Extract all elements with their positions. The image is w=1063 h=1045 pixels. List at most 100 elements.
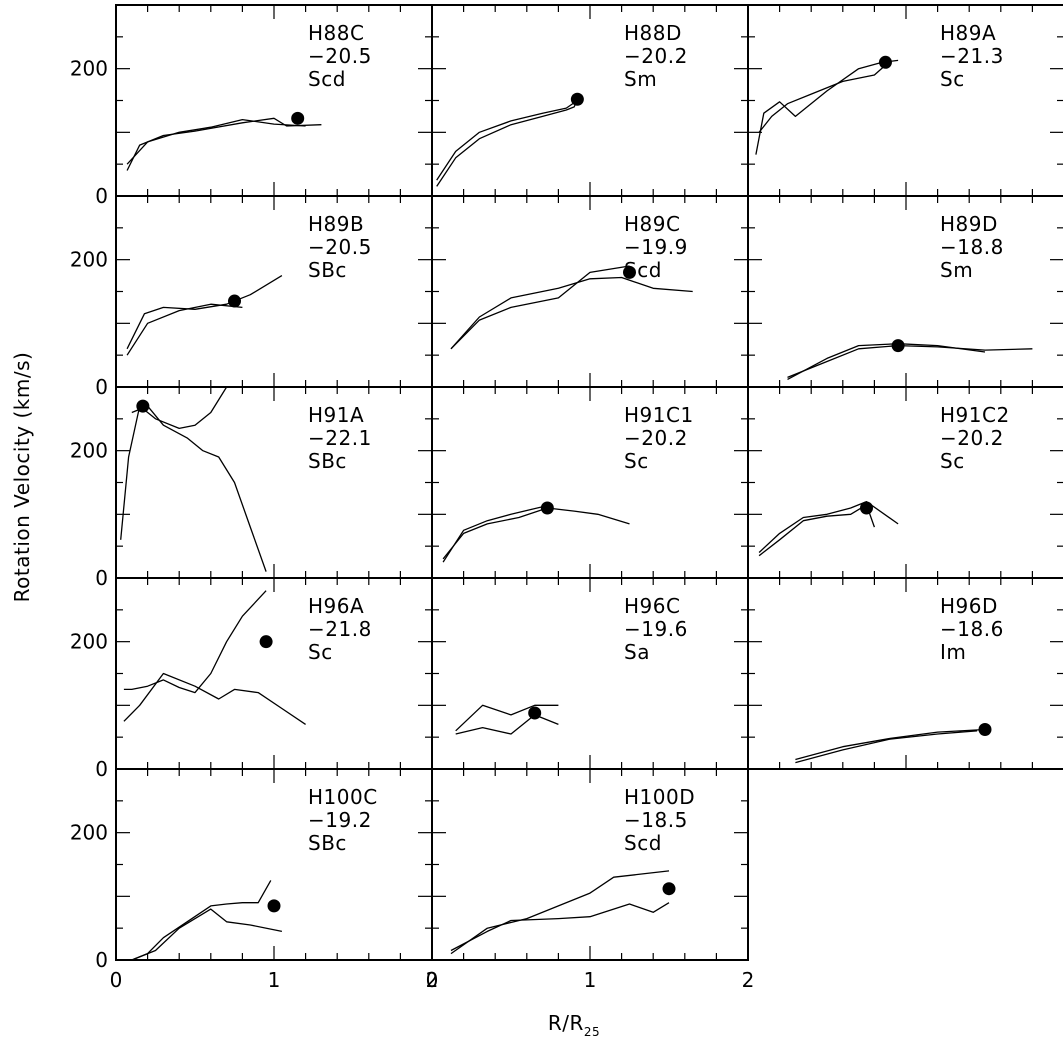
x-axis-label: R/R25 (548, 1011, 600, 1039)
y-tick-label: 0 (95, 566, 108, 590)
rotation-curve-1 (120, 387, 228, 540)
panel-galaxy-name: H88C (308, 21, 364, 45)
panel-magnitude: −22.1 (308, 426, 372, 450)
panel-morph-type: Sc (940, 67, 965, 91)
panel-h89a: H89A−21.3Sc (747, 4, 1063, 197)
x-tick-label: 2 (426, 968, 439, 992)
panel-curves (436, 92, 584, 187)
panel-frame (747, 195, 1063, 388)
panel-morph-type: SBc (308, 258, 347, 282)
x-tick-label: 0 (110, 968, 123, 992)
panel-frame (431, 195, 749, 388)
panel-galaxy-name: H89A (940, 21, 996, 45)
rotation-curve-2 (450, 902, 670, 952)
panel-curves (131, 880, 283, 960)
panel-curves (123, 590, 306, 725)
rotation-curve-2 (450, 265, 630, 350)
panel-magnitude: −20.2 (624, 44, 688, 68)
marker-point (291, 111, 305, 125)
rotation-curve-1 (758, 500, 899, 553)
panel-morph-type: Sc (308, 640, 333, 664)
marker-point (228, 294, 241, 308)
panel-frame (115, 4, 433, 197)
panel-frame (747, 577, 1063, 770)
panel-galaxy-name: H96D (940, 594, 998, 618)
marker-point (528, 706, 542, 720)
rotation-curve-1 (126, 275, 283, 350)
panel-h96a: H96A−21.8Sc 0 200 (70, 577, 433, 781)
panel-h91c1: H91C1−20.2Sc (431, 386, 749, 579)
panel-galaxy-name: H91A (308, 403, 364, 427)
panel-frame (747, 386, 1063, 579)
panel-frame (431, 386, 749, 579)
rotation-curve-1 (131, 880, 272, 960)
marker-point (978, 723, 992, 737)
axis-layer: Rotation Velocity (km/s) R/R25 (10, 352, 600, 1039)
rotation-curve-2 (455, 714, 559, 735)
panel-magnitude: −19.9 (624, 235, 688, 259)
panel-morph-type: Sc (624, 449, 649, 473)
panel-curves (455, 704, 559, 735)
panel-magnitude: −21.8 (308, 617, 372, 641)
panel-galaxy-name: H100D (624, 785, 695, 809)
y-axis-label: Rotation Velocity (km/s) (10, 352, 34, 603)
rotation-curve-1 (755, 59, 899, 155)
panel-morph-type: SBc (308, 449, 347, 473)
panel-h91c2: H91C2−20.2Sc (747, 386, 1063, 579)
x-tick-label: 1 (268, 968, 281, 992)
panel-galaxy-name: H88D (624, 21, 682, 45)
panel-magnitude: −20.5 (308, 44, 372, 68)
x-tick-label: 1 (584, 968, 597, 992)
panel-curves (450, 870, 676, 955)
panel-morph-type: Scd (624, 258, 662, 282)
panel-h88d: H88D−20.2Sm (431, 4, 749, 197)
panel-h96c: H96C−19.6Sa (431, 577, 749, 770)
y-tick-label: 0 (95, 757, 108, 781)
x-tick-label: 2 (742, 968, 755, 992)
rotation-curve-2 (758, 60, 891, 133)
marker-point (136, 399, 150, 413)
y-tick-label: 200 (70, 630, 108, 654)
panel-magnitude: −20.5 (308, 235, 372, 259)
rotation-curve-2 (758, 504, 876, 557)
y-tick-label: 200 (70, 821, 108, 845)
panel-frame (115, 768, 433, 961)
panel-galaxy-name: H96C (624, 594, 680, 618)
rotation-curve-1 (455, 704, 559, 732)
marker-point (860, 501, 873, 515)
y-tick-label: 200 (70, 57, 108, 81)
rotation-curve-2 (123, 672, 306, 725)
panel-magnitude: −21.3 (940, 44, 1004, 68)
panel-morph-type: Sa (624, 640, 650, 664)
rotation-curve-2 (442, 506, 543, 563)
rotation-curve-1 (787, 344, 1033, 379)
panel-curves (126, 275, 283, 356)
rotation-curve-1 (795, 728, 986, 761)
rotation-curve-2 (787, 343, 986, 380)
rotation-curve-2 (131, 405, 267, 572)
panel-curves (758, 500, 899, 557)
panel-galaxy-name: H89D (940, 212, 998, 236)
panel-h96d: H96D−18.6Im (747, 577, 1063, 770)
panels-layer: H88C−20.5Scd0200H88D−20.2SmH89A−21.3ScH8… (70, 4, 1063, 992)
y-tick-label: 200 (70, 439, 108, 463)
y-tick-label: 0 (95, 184, 108, 208)
panel-magnitude: −19.2 (308, 808, 372, 832)
panel-galaxy-name: H89C (624, 212, 680, 236)
panel-galaxy-name: H96A (308, 594, 364, 618)
rotation-curve-1 (450, 870, 670, 955)
panel-magnitude: −19.6 (624, 617, 688, 641)
panel-morph-type: SBc (308, 831, 347, 855)
rotation-curve-2 (131, 908, 283, 960)
panel-frame (431, 577, 749, 770)
rotation-curve-2 (795, 730, 978, 764)
y-tick-label: 0 (95, 948, 108, 972)
panel-magnitude: −18.8 (940, 235, 1004, 259)
panel-curves (442, 501, 630, 563)
panel-morph-type: Sm (940, 258, 973, 282)
